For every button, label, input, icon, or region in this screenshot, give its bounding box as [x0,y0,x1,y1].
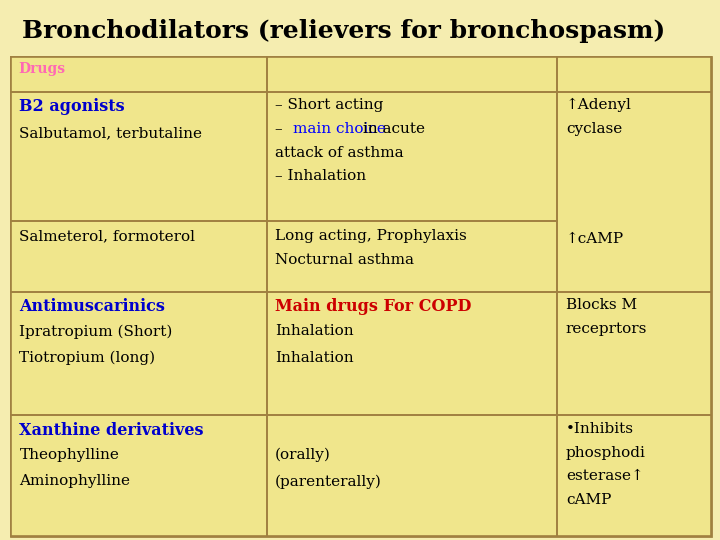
Bar [266,221,557,292]
Text: in acute: in acute [358,122,425,136]
Text: Main drugs For COPD: Main drugs For COPD [275,299,472,315]
Text: Antimuscarinics: Antimuscarinics [19,299,166,315]
Text: •Inhibits: •Inhibits [566,422,634,436]
Text: Ipratropium (Short): Ipratropium (Short) [19,325,173,339]
Text: Tiotropium (long): Tiotropium (long) [19,350,156,365]
Bar [266,292,557,415]
Bar [266,57,557,92]
Text: esterase↑: esterase↑ [566,469,644,483]
Text: ↑cAMP: ↑cAMP [566,232,624,246]
Text: Blocks M: Blocks M [566,299,637,312]
Text: Salbutamol, terbutaline: Salbutamol, terbutaline [19,127,202,140]
Bar [11,57,266,92]
Text: cAMP: cAMP [566,493,611,507]
Text: ↑Adenyl: ↑Adenyl [566,98,631,112]
Text: main choice: main choice [293,122,386,136]
Text: Nocturnal asthma: Nocturnal asthma [275,253,414,267]
Text: Drugs: Drugs [18,62,65,76]
Text: –: – [275,122,288,136]
Text: Aminophylline: Aminophylline [19,474,130,488]
Text: – Short acting: – Short acting [275,98,384,112]
Bar [557,92,711,292]
Text: Bronchodilators (relievers for bronchospasm): Bronchodilators (relievers for bronchosp… [22,19,665,43]
Text: Theophylline: Theophylline [19,448,120,462]
Text: (orally): (orally) [275,448,331,462]
Bar [266,92,557,221]
Bar [11,415,266,536]
Text: (parenterally): (parenterally) [275,474,382,489]
Text: – Inhalation: – Inhalation [275,170,366,184]
Bar [266,415,557,536]
Text: B2 agonists: B2 agonists [19,98,125,115]
Bar [11,221,266,292]
Bar [557,415,711,536]
Bar [11,57,711,536]
Text: Inhalation: Inhalation [275,350,354,365]
Text: Xanthine derivatives: Xanthine derivatives [19,422,204,439]
Text: cyclase: cyclase [566,122,622,136]
Text: Inhalation: Inhalation [275,325,354,339]
Bar [557,57,711,92]
Bar [557,292,711,415]
Text: Long acting, Prophylaxis: Long acting, Prophylaxis [275,229,467,243]
Text: Salmeterol, formoterol: Salmeterol, formoterol [19,229,195,243]
Bar [11,292,266,415]
Text: phosphodi: phosphodi [566,446,646,460]
Bar [11,92,266,221]
Text: attack of asthma: attack of asthma [275,146,404,160]
Text: receprtors: receprtors [566,322,647,336]
